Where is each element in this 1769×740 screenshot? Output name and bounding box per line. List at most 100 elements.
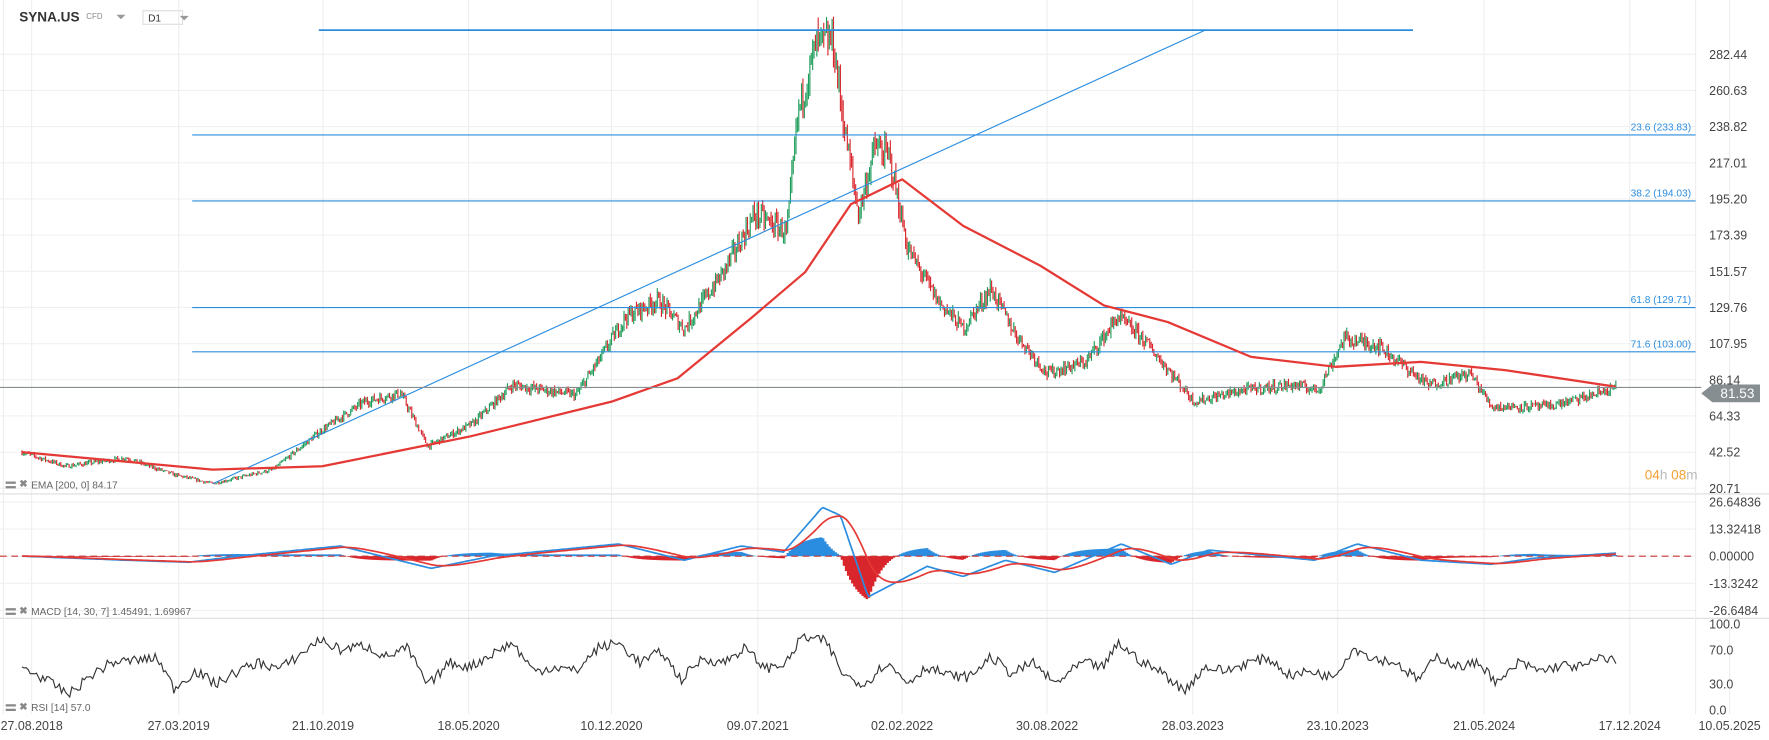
countdown-hours: 04: [1644, 466, 1660, 483]
macd-histogram-bar: [1146, 556, 1150, 561]
macd-histogram-bar: [953, 556, 956, 559]
macd-histogram-bar: [655, 556, 658, 561]
macd-histogram-bar: [809, 539, 812, 557]
macd-histogram-bar: [711, 553, 715, 557]
macd-histogram-bar: [447, 555, 450, 557]
macd-histogram-bar: [420, 556, 423, 561]
macd-histogram-bar: [651, 556, 654, 560]
rsi-line: [21, 633, 1617, 699]
macd-histogram-bar: [1308, 556, 1312, 558]
close-icon[interactable]: ✖: [19, 478, 28, 490]
y-tick-label: 260.63: [1709, 84, 1747, 98]
macd-histogram-bar: [1127, 554, 1131, 557]
macd-histogram-bar: [1514, 554, 1518, 557]
macd-histogram-bar: [495, 553, 498, 557]
macd-histogram-bar: [1144, 556, 1147, 561]
macd-histogram-bar: [801, 542, 804, 557]
macd-histogram-bar: [984, 551, 987, 557]
macd-histogram-bar: [1525, 553, 1528, 557]
macd-histogram-bar: [1150, 556, 1154, 562]
countdown-m-unit: m: [1686, 466, 1698, 483]
macd-histogram-bar: [1560, 554, 1564, 557]
macd-histogram-bar: [335, 554, 338, 557]
macd-histogram-bar: [928, 549, 931, 557]
settings-menu-icon[interactable]: [5, 703, 16, 711]
macd-histogram-bar: [697, 555, 700, 557]
macd-histogram-bar: [1052, 556, 1056, 561]
macd-histogram-bar: [1350, 550, 1353, 557]
macd-histogram-bar: [930, 551, 933, 557]
macd-histogram-bar: [1136, 556, 1139, 558]
macd-histogram-bar: [528, 554, 532, 557]
macd-histogram-bar: [1094, 549, 1098, 557]
chevron-down-icon[interactable]: [116, 14, 126, 20]
macd-histogram-bar: [765, 556, 769, 558]
macd-histogram-bar: [663, 556, 667, 561]
macd-histogram-bar: [909, 550, 912, 557]
macd-histogram-bar: [436, 556, 440, 558]
macd-histogram-bar: [767, 556, 771, 558]
settings-menu-icon[interactable]: [5, 480, 16, 488]
macd-histogram-bar: [1321, 554, 1324, 557]
macd-histogram-bar: [1533, 553, 1537, 557]
macd-histogram-bar: [869, 556, 873, 592]
macd-histogram-bar: [557, 554, 561, 557]
macd-histogram-bar: [484, 552, 488, 557]
macd-histogram-bar: [792, 547, 796, 557]
macd-histogram-bar: [1396, 556, 1399, 560]
macd-histogram-bar: [1610, 555, 1614, 557]
macd-histogram-bar: [1539, 554, 1543, 557]
close-icon[interactable]: ✖: [19, 604, 28, 617]
macd-histogram-bar: [957, 556, 960, 560]
macd-histogram-bar: [1556, 554, 1559, 557]
macd-histogram-bar: [1452, 556, 1455, 558]
macd-histogram-bar: [1054, 556, 1058, 560]
close-icon[interactable]: ✖: [19, 700, 28, 713]
macd-histogram-bar: [605, 554, 609, 557]
macd-histogram-bar: [992, 550, 996, 557]
macd-histogram-bar: [476, 552, 480, 557]
macd-histogram-bar: [1040, 556, 1043, 560]
macd-histogram-bar: [1192, 552, 1195, 557]
macd-histogram-bar: [1202, 551, 1206, 557]
fib-level-label: 23.6 (233.83): [1631, 122, 1691, 133]
macd-histogram-bar: [580, 554, 584, 557]
macd-histogram-bar: [226, 554, 230, 557]
macd-histogram-bar: [493, 552, 496, 557]
timeframe-select[interactable]: D1: [142, 10, 189, 25]
macd-histogram-bar: [871, 556, 875, 587]
macd-histogram-bar: [811, 538, 815, 557]
macd-histogram-bar: [1007, 551, 1010, 557]
macd-histogram-bar: [553, 554, 556, 557]
candle-countdown: 04h 08m: [1645, 467, 1698, 483]
y-tick-label: 20.71: [1709, 482, 1740, 496]
macd-histogram-bar: [1265, 556, 1268, 558]
macd-histogram-bar: [376, 556, 380, 561]
macd-histogram-bar: [799, 543, 802, 557]
macd-histogram-bar: [638, 556, 642, 560]
macd-histogram-bar: [886, 556, 889, 563]
macd-histogram-bar: [1067, 553, 1070, 557]
macd-histogram-bar: [1148, 556, 1152, 561]
macd-histogram-bar: [1142, 556, 1145, 560]
macd-histogram-bar: [118, 556, 122, 557]
macd-histogram-bar: [1165, 556, 1168, 563]
macd-histogram-bar: [1417, 556, 1420, 561]
settings-menu-icon[interactable]: [5, 607, 16, 615]
x-tick-label: 21.05.2024: [1453, 719, 1515, 733]
macd-histogram-bar: [1030, 556, 1033, 559]
rsi-tick-label: 0.0: [1709, 703, 1726, 717]
macd-histogram-bar: [936, 554, 939, 557]
macd-histogram-bar: [156, 556, 159, 557]
symbol-selector[interactable]: SYNA.US CFD: [19, 9, 126, 25]
macd-histogram-bar: [1435, 556, 1439, 559]
macd-histogram-bar: [285, 554, 288, 557]
x-tick-label: 10.05.2025: [1699, 719, 1761, 733]
macd-histogram-bar: [950, 556, 954, 559]
macd-histogram-bar: [1489, 556, 1493, 558]
macd-histogram-bar: [538, 554, 542, 557]
macd-histogram-bar: [726, 552, 729, 557]
macd-histogram-bar: [133, 556, 136, 557]
macd-histogram-bar: [208, 554, 211, 557]
